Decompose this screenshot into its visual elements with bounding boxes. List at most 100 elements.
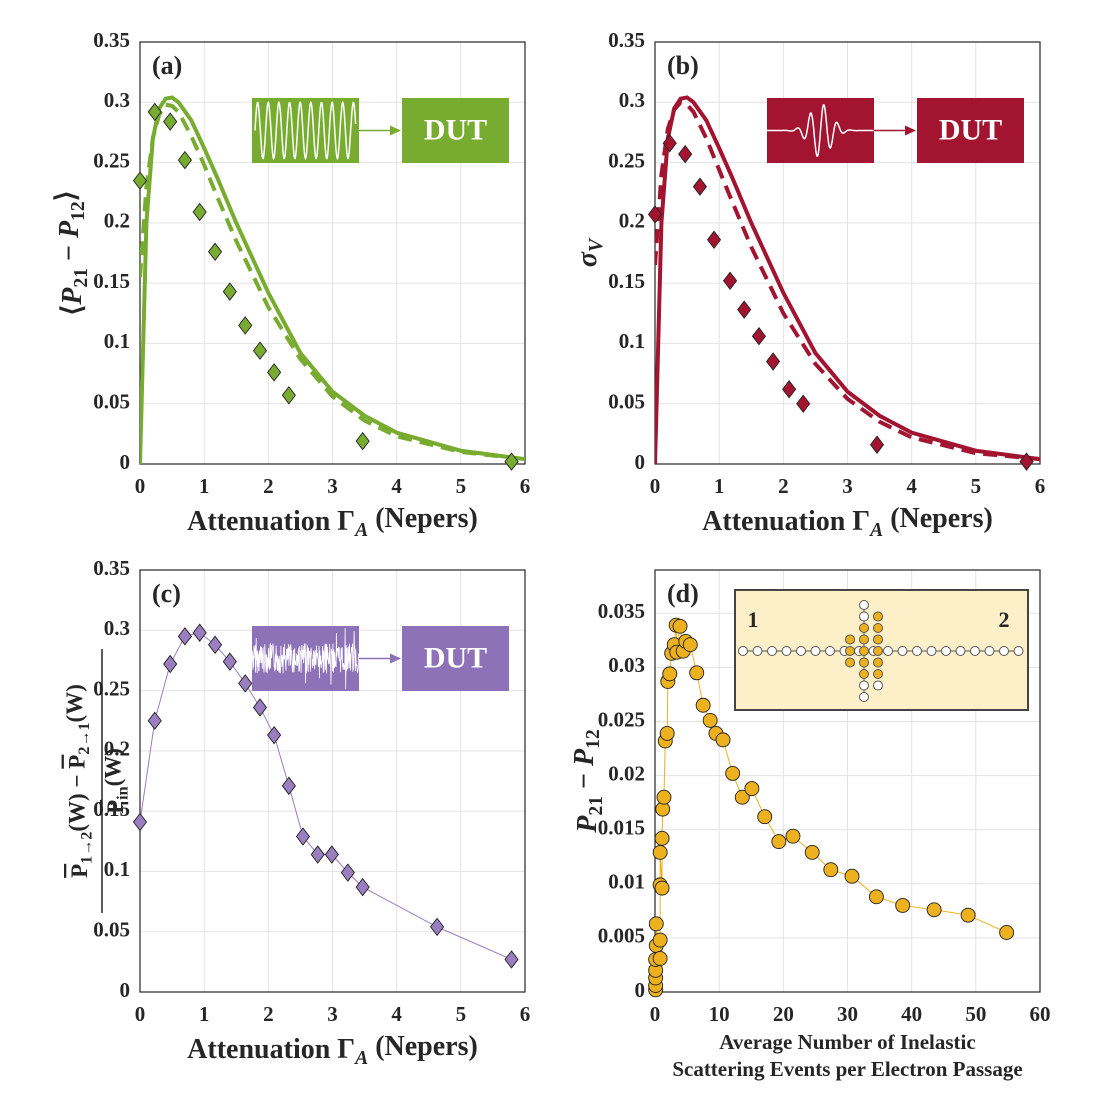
marker: [662, 666, 678, 682]
x-tick-label: 2: [263, 1002, 274, 1026]
label-part: A: [353, 519, 368, 540]
y-tick-label: 0.2: [619, 209, 645, 233]
marker: [682, 637, 698, 653]
x-tick-label: 5: [971, 474, 982, 498]
marker: [695, 697, 711, 713]
y-tick-label: 0.035: [598, 599, 645, 623]
y-tick-label: 0: [120, 450, 131, 474]
x-tick-label: 20: [773, 1002, 794, 1026]
label-part: Attenuation Γ: [187, 1034, 355, 1065]
lattice-node: [781, 646, 792, 656]
label-part: 1→2: [78, 832, 95, 864]
marker: [844, 868, 860, 884]
marker: [163, 112, 178, 131]
marker: [662, 134, 677, 153]
lattice-node: [873, 611, 883, 622]
lattice-node: [859, 669, 869, 679]
x-tick-label: 3: [842, 474, 853, 498]
lattice-node: [970, 646, 980, 656]
dut-label: DUT: [424, 113, 487, 146]
lattice-node: [859, 692, 869, 702]
label-part: −: [569, 766, 600, 796]
marker: [252, 698, 268, 717]
panel: 0 1 2 3 4 5 6 0 0.05 0.1 0.15 0.2 0.25 0.3 0.35 (c) Atte…: [62, 556, 530, 1069]
marker: [132, 171, 148, 190]
lead-label: 2: [999, 607, 1010, 632]
lattice-node: [810, 646, 821, 656]
dut-label: DUT: [424, 641, 487, 674]
label-part: σ: [572, 251, 603, 267]
label-part: (Nepers): [883, 503, 993, 534]
label-part: A: [353, 1047, 368, 1068]
signal-wave: [767, 104, 874, 157]
x-tick-label: 4: [391, 1002, 402, 1026]
lattice-node: [984, 646, 995, 656]
y-tick-label: 0.35: [608, 28, 645, 52]
marker: [281, 386, 296, 405]
label-part: ⟨: [57, 305, 88, 316]
label-part: A: [868, 519, 883, 540]
x-tick-label: 40: [901, 1002, 922, 1026]
y-tick-label: 0.1: [104, 329, 130, 353]
dut-box: [402, 626, 509, 691]
marker: [757, 809, 773, 825]
axes-box: [654, 569, 1041, 993]
y-tick-label: 0.02: [608, 761, 645, 785]
marker: [295, 827, 311, 846]
x-axis-label: Attenuation ΓA (Nepers): [187, 503, 478, 540]
marker: [706, 230, 722, 249]
marker: [804, 844, 820, 860]
label-part: (W): [62, 684, 87, 722]
marker: [702, 712, 718, 728]
x-tick-label: 4: [391, 474, 402, 498]
lattice-node: [738, 646, 748, 656]
lattice-node: [941, 646, 951, 656]
marker: [744, 781, 760, 797]
x-tick-label: 5: [456, 1002, 467, 1026]
label-part: P: [572, 815, 603, 834]
lattice-node: [897, 646, 908, 656]
marker: [725, 765, 741, 781]
lattice-node: [767, 646, 777, 656]
lattice-node: [873, 634, 883, 645]
marker: [895, 897, 911, 913]
y-tick-label: 0.03: [608, 653, 645, 677]
x-tick-label: 0: [650, 474, 661, 498]
lattice-node: [859, 623, 869, 633]
marker: [869, 435, 885, 454]
marker: [208, 635, 223, 654]
x-tick-label: 4: [906, 474, 917, 498]
x-tick-label: 6: [520, 1002, 531, 1026]
marker: [177, 627, 192, 646]
lattice-node: [859, 634, 869, 645]
lattice-node: [825, 646, 835, 656]
y-tick-label: 0.2: [104, 209, 130, 233]
y-tick-label: 0.25: [608, 148, 645, 172]
label-part: P: [103, 800, 128, 814]
dut-label: DUT: [939, 113, 1002, 146]
marker: [771, 834, 787, 850]
marker: [132, 812, 148, 832]
panel: 0 10 20 30 40 50 60 0 0.005 0.01 0.015 0.02 0.025 0.0…: [569, 569, 1051, 1081]
y-tick-label: 0.025: [598, 707, 645, 731]
marker: [281, 776, 296, 796]
label-part: (W) −: [65, 769, 90, 832]
marker: [238, 316, 253, 335]
label-part: P: [54, 220, 85, 239]
x-axis-label: Attenuation ΓA (Nepers): [702, 503, 993, 540]
lattice-node: [873, 669, 883, 679]
y-tick-label: 0.25: [93, 676, 130, 700]
y-tick-label: 0: [635, 978, 646, 1002]
panel-label: (b): [667, 51, 699, 80]
marker: [1019, 452, 1034, 471]
label-part: −: [54, 238, 85, 268]
y-axis-label: ⟨P21 − P12⟩: [52, 190, 92, 315]
lattice-node: [845, 634, 855, 645]
lattice-node: [859, 600, 869, 610]
lattice-node: [796, 646, 806, 656]
label-part: 21: [70, 268, 91, 288]
y-tick-label: 0.01: [608, 870, 645, 894]
lattice-node: [859, 657, 869, 668]
marker: [689, 665, 705, 681]
